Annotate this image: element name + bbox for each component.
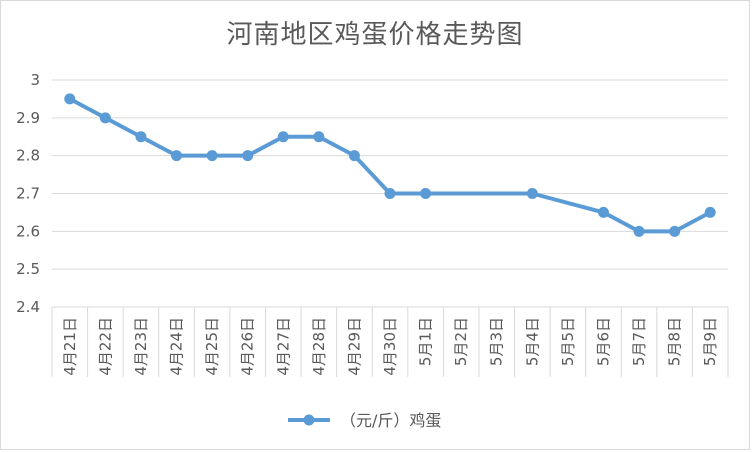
x-tick-label: 4月30日 xyxy=(381,317,399,376)
data-point xyxy=(420,188,432,199)
x-tick-label: 4月28日 xyxy=(310,317,328,376)
data-point xyxy=(277,131,289,143)
x-tick-label: 5月1日 xyxy=(417,317,435,366)
x-tick-label: 5月9日 xyxy=(701,317,719,366)
y-axis-ticks: 2.4 2.5 2.6 2.7 2.8 2.9 3 xyxy=(16,71,40,316)
x-tick-label: 5月3日 xyxy=(488,317,506,366)
x-tick-label: 4月29日 xyxy=(345,317,363,376)
data-point xyxy=(171,150,183,162)
x-tick-label: 4月26日 xyxy=(239,317,257,376)
y-tick-label: 2.9 xyxy=(16,109,40,127)
data-point xyxy=(242,150,254,162)
data-point xyxy=(597,206,609,218)
x-tick-label: 5月2日 xyxy=(452,317,470,366)
data-point xyxy=(313,131,325,143)
x-tick-label: 5月5日 xyxy=(559,317,577,366)
series-line xyxy=(67,96,713,234)
y-tick-label: 2.7 xyxy=(16,185,40,203)
data-point xyxy=(348,150,360,162)
y-tick-label: 3 xyxy=(30,71,40,89)
data-point xyxy=(704,206,716,218)
x-tick-label: 4月27日 xyxy=(274,317,292,376)
x-tick-label: 5月7日 xyxy=(630,317,648,366)
x-tick-label: 5月6日 xyxy=(594,317,612,366)
data-point xyxy=(64,93,76,105)
x-tick-label: 5月8日 xyxy=(666,317,684,366)
chart-title: 河南地区鸡蛋价格走势图 xyxy=(226,20,524,50)
x-tick-label: 4月23日 xyxy=(132,317,150,376)
gridlines xyxy=(52,79,728,308)
y-tick-label: 2.8 xyxy=(16,147,40,165)
x-tick-label: 5月4日 xyxy=(523,317,541,366)
data-point xyxy=(633,225,645,237)
x-tick-label: 4月21日 xyxy=(61,317,79,376)
data-point xyxy=(526,188,538,199)
y-tick-label: 2.6 xyxy=(16,222,40,240)
x-tick-label: 4月24日 xyxy=(168,317,186,376)
data-point xyxy=(206,150,218,162)
x-tick-label: 4月25日 xyxy=(203,317,221,376)
y-tick-label: 2.5 xyxy=(16,260,40,278)
legend-marker xyxy=(303,414,315,426)
data-point xyxy=(384,188,396,199)
y-tick-label: 2.4 xyxy=(16,298,40,316)
data-point xyxy=(135,131,147,143)
data-point xyxy=(99,112,111,124)
series-layer xyxy=(64,93,716,237)
data-point xyxy=(669,225,681,237)
legend: （元/斤）鸡蛋 xyxy=(288,411,441,430)
legend-label: （元/斤）鸡蛋 xyxy=(340,411,441,430)
x-tick-label: 4月22日 xyxy=(96,317,114,376)
x-axis: 4月21日 4月22日 4月23日 4月24日 4月25日 4月26日 4月27日 4月28日… xyxy=(51,307,729,377)
